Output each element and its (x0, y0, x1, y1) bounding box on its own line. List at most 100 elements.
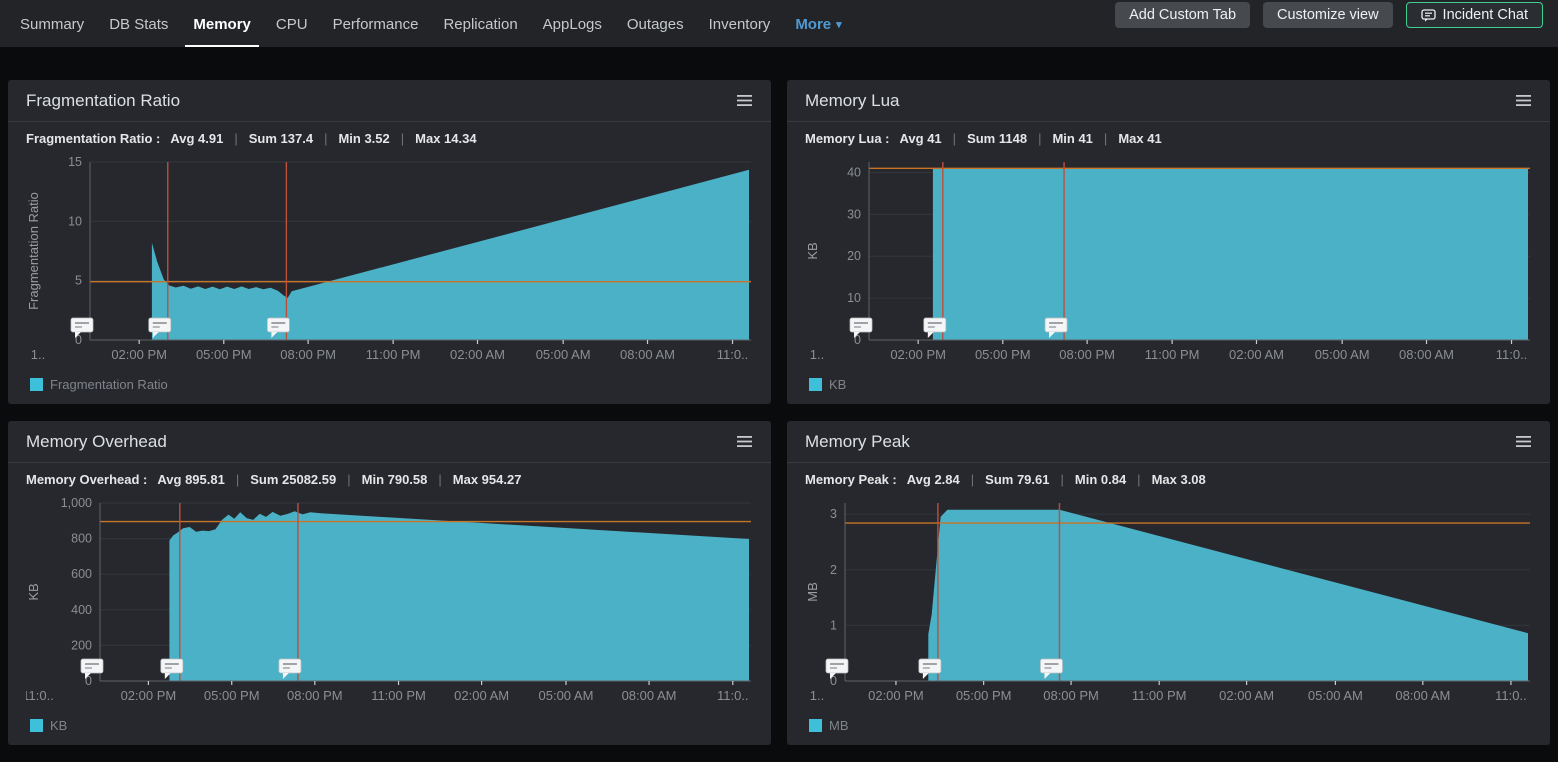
incident-chat-label: Incident Chat (1442, 7, 1528, 23)
x-tick-label: 02:00 PM (868, 688, 924, 703)
add-custom-tab-button[interactable]: Add Custom Tab (1115, 2, 1251, 28)
panel-menu-icon[interactable] (1516, 435, 1532, 448)
annotation-marker[interactable] (1040, 658, 1063, 679)
nav-tabs: Summary DB Stats Memory CPU Performance Repli… (20, 1, 770, 47)
incident-chat-button[interactable]: Incident Chat (1405, 2, 1543, 28)
stat-avg: Avg 895.81 (157, 471, 225, 487)
chart-legend[interactable]: MB (787, 711, 1550, 739)
annotation-marker[interactable] (825, 658, 849, 679)
metric-stats: Memory Lua : Avg 41 | Sum 1148 | Min 41 | Max 4… (787, 122, 1550, 154)
tab-inventory[interactable]: Inventory (708, 15, 771, 33)
x-tick-label: 05:00 PM (196, 347, 252, 362)
annotation-marker[interactable] (278, 658, 302, 679)
annotation-marker[interactable] (160, 658, 184, 679)
legend-label: KB (50, 717, 68, 733)
stat-separator: | (438, 471, 442, 487)
y-tick-label: 10 (847, 291, 861, 305)
annotation-marker[interactable] (1044, 317, 1068, 338)
top-navigation: Summary DB Stats Memory CPU Performance Repli… (0, 0, 1558, 47)
y-tick-label: 1,000 (61, 496, 92, 510)
panel-menu-icon[interactable] (737, 94, 753, 107)
x-tick-label: 05:00 PM (975, 347, 1031, 362)
x-tick-label: 1.. (810, 688, 824, 703)
stat-max: Max 41 (1118, 130, 1162, 146)
annotation-marker[interactable] (849, 317, 873, 338)
x-tick-label: 1.. (31, 347, 45, 362)
tab-applogs[interactable]: AppLogs (542, 15, 602, 33)
legend-swatch (809, 377, 822, 391)
x-tick-label: 08:00 PM (1059, 347, 1115, 362)
chart-legend[interactable]: Fragmentation Ratio (8, 370, 771, 398)
x-tick-label: 05:00 AM (1315, 347, 1370, 362)
annotation-marker[interactable] (80, 658, 104, 679)
area-chart: 1.. 02:00 PM 05:00 PM 08:00 PM 11:00 PM 02:00… (787, 495, 1550, 711)
x-tick-label: 08:00 AM (622, 688, 677, 703)
tab-performance[interactable]: Performance (332, 15, 419, 33)
stat-separator: | (1103, 130, 1108, 146)
y-tick-label: 2 (830, 563, 837, 577)
panel-menu-icon[interactable] (1516, 94, 1532, 107)
area-series (169, 511, 749, 681)
stat-separator: | (324, 130, 328, 146)
y-tick-label: 3 (830, 507, 837, 521)
x-tick-label: 11:00 PM (1145, 347, 1200, 362)
stat-separator: | (952, 130, 957, 146)
stat-separator: | (1060, 471, 1064, 487)
x-tick-label: 02:00 PM (111, 347, 167, 362)
metric-name: Fragmentation Ratio : (26, 130, 161, 146)
stat-separator: | (970, 471, 975, 487)
tab-replication[interactable]: Replication (443, 15, 518, 33)
area-chart: 1.. 02:00 PM 05:00 PM 08:00 PM 11:00 PM 02:00… (8, 154, 771, 370)
stat-sum: Sum 137.4 (248, 130, 314, 146)
x-tick-label: 02:00 PM (890, 347, 946, 362)
annotation-marker[interactable] (267, 317, 290, 338)
x-tick-label: 08:00 PM (280, 347, 336, 362)
y-tick-label: 1 (830, 618, 837, 632)
metric-name: Memory Overhead : (26, 471, 148, 487)
x-tick-label: 08:00 PM (1043, 688, 1099, 703)
tab-outages[interactable]: Outages (626, 15, 684, 33)
stat-min: Min 0.84 (1074, 471, 1127, 487)
metric-stats: Fragmentation Ratio : Avg 4.91 | Sum 137.4 |… (8, 122, 771, 154)
stat-max: Max 14.34 (415, 130, 477, 146)
customize-view-button[interactable]: Customize view (1263, 2, 1393, 28)
stat-sum: Sum 25082.59 (250, 471, 337, 487)
x-tick-label: 1.. (810, 347, 824, 362)
chart-legend[interactable]: KB (8, 711, 771, 739)
dashboard-grid: Fragmentation Ratio Fragmentation Ratio … (0, 47, 1558, 754)
chart-panel-memory-lua: Memory Lua Memory Lua : Avg 41 | Sum 1148 | M… (787, 80, 1550, 404)
y-tick-label: 15 (68, 155, 82, 169)
tab-more[interactable]: More ▾ (795, 1, 841, 47)
chart-svg: 1.. 02:00 PM 05:00 PM 08:00 PM 11:00 PM 02:00… (26, 155, 751, 362)
y-tick-label: 0 (854, 333, 861, 347)
y-tick-label: 5 (75, 274, 82, 288)
tab-summary[interactable]: Summary (20, 15, 85, 33)
annotation-marker[interactable] (148, 317, 172, 338)
annotation-marker[interactable] (918, 658, 942, 679)
y-axis-title: Fragmentation Ratio (26, 192, 41, 310)
panel-title: Memory Peak (805, 431, 910, 451)
tab-more-label: More (795, 15, 832, 33)
stat-avg: Avg 2.84 (906, 471, 960, 487)
tab-memory[interactable]: Memory (185, 1, 259, 47)
annotation-marker[interactable] (923, 317, 947, 338)
stat-separator: | (1038, 130, 1042, 146)
chart-legend[interactable]: KB (787, 370, 1550, 398)
stat-separator: | (1137, 471, 1141, 487)
legend-label: MB (829, 717, 849, 733)
stat-min: Min 41 (1052, 130, 1093, 146)
y-tick-label: 800 (71, 532, 92, 546)
tab-cpu[interactable]: CPU (275, 15, 308, 33)
chart-panel-fragmentation-ratio: Fragmentation Ratio Fragmentation Ratio … (8, 80, 771, 404)
x-tick-label: 02:00 PM (121, 688, 177, 703)
x-tick-label: 05:00 AM (539, 688, 594, 703)
nav-actions: Add Custom Tab Customize view Incident C… (1115, 2, 1543, 28)
x-tick-label: 11:00 PM (366, 347, 421, 362)
annotation-marker[interactable] (70, 317, 94, 338)
tab-db-stats[interactable]: DB Stats (109, 15, 169, 33)
stat-sum: Sum 1148 (967, 130, 1028, 146)
chart-svg: 1.. 02:00 PM 05:00 PM 08:00 PM 11:00 PM 02:00… (805, 162, 1530, 362)
panel-menu-icon[interactable] (737, 435, 753, 448)
